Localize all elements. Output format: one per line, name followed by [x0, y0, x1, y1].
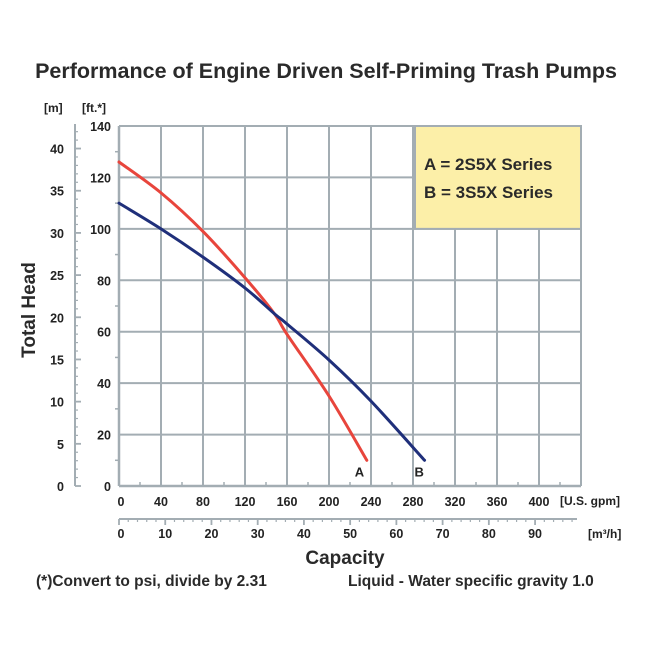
y-tick-label-m: 0	[57, 480, 64, 494]
curve-label-a: A	[355, 464, 365, 479]
x-tick-label-gpm: 160	[277, 495, 298, 509]
y-tick-label-ft: 40	[97, 377, 111, 391]
x-tick-label-gpm: 200	[319, 495, 340, 509]
x-tick-label-m3h: 40	[297, 527, 311, 541]
x-axis-m3h-unit: [m³/h]	[588, 527, 621, 541]
x-axis-title: Capacity	[305, 548, 385, 569]
x-tick-label-m3h: 10	[158, 527, 172, 541]
x-tick-label-gpm: 120	[235, 495, 256, 509]
y-tick-label-ft: 140	[90, 120, 111, 134]
x-tick-label-gpm: 40	[154, 495, 168, 509]
y-tick-label-m: 10	[50, 396, 64, 410]
y-tick-label-ft: 120	[90, 171, 111, 185]
x-tick-label-gpm: 400	[529, 495, 550, 509]
y-tick-label-ft: 20	[97, 429, 111, 443]
x-axis-gpm: 0 40 80 120 160 200 240 280 320 360 400	[118, 495, 550, 509]
x-tick-label-m3h: 50	[343, 527, 357, 541]
x-tick-label-gpm: 320	[445, 495, 466, 509]
y-tick-label-ft: 60	[97, 326, 111, 340]
y-tick-label-m: 25	[50, 269, 64, 283]
x-tick-label-m3h: 30	[251, 527, 265, 541]
legend-entry-a: A = 2S5X Series	[424, 155, 552, 174]
footnote-psi: (*)Convert to psi, divide by 2.31	[36, 573, 267, 590]
footnote-liquid: Liquid - Water specific gravity 1.0	[348, 573, 594, 590]
y-tick-label-m: 30	[50, 227, 64, 241]
series-layer	[117, 160, 427, 462]
x-tick-label-m3h: 70	[436, 527, 450, 541]
x-tick-label-gpm: 80	[196, 495, 210, 509]
y-tick-label-m: 40	[50, 143, 64, 157]
legend-box	[414, 125, 582, 230]
y-axis-ft: 0 20 40 60 80 100 120 140	[90, 120, 111, 494]
y-tick-label-m: 35	[50, 185, 64, 199]
y-axis-m: 0 5 10 15 20 25 30 35 40	[50, 124, 81, 494]
x-tick-label-gpm: 360	[487, 495, 508, 509]
series-a-curve	[117, 160, 369, 462]
x-tick-label-m3h: 20	[205, 527, 219, 541]
y-tick-label-ft: 80	[97, 274, 111, 288]
plot-border	[115, 126, 581, 488]
curve-label-b: B	[415, 464, 424, 479]
x-axis-m3h: 0 10 20 30 40 50 60 70 80 90	[118, 518, 577, 541]
x-axis-gpm-unit: [U.S. gpm]	[560, 494, 620, 508]
x-tick-label-gpm: 240	[361, 495, 382, 509]
y-axis-m-unit: [m]	[44, 101, 63, 115]
y-tick-label-ft: 0	[104, 480, 111, 494]
y-tick-label-m: 20	[50, 311, 64, 325]
x-tick-label-m3h: 60	[389, 527, 403, 541]
x-tick-label-gpm: 0	[118, 495, 125, 509]
legend-entry-b: B = 3S5X Series	[424, 183, 553, 202]
x-tick-label-m3h: 0	[118, 527, 125, 541]
y-tick-label-ft: 100	[90, 223, 111, 237]
y-axis-title: Total Head	[19, 262, 40, 358]
y-tick-label-m: 5	[57, 438, 64, 452]
y-tick-label-m: 15	[50, 353, 64, 367]
x-tick-label-gpm: 280	[403, 495, 424, 509]
y-axis-ft-unit: [ft.*]	[82, 101, 106, 115]
series-b-curve	[117, 201, 427, 462]
x-tick-label-m3h: 90	[528, 527, 542, 541]
x-tick-label-m3h: 80	[482, 527, 496, 541]
chart-title: Performance of Engine Driven Self-Primin…	[35, 59, 617, 83]
